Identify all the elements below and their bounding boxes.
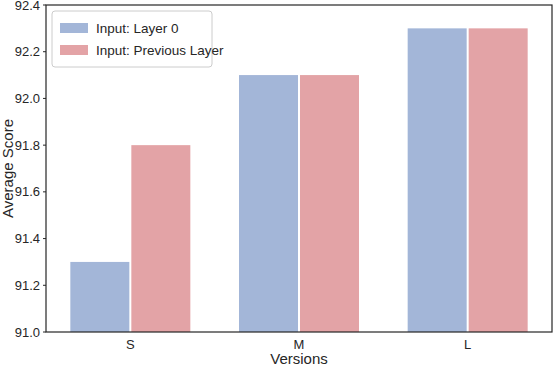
- tick-label: 92.4: [15, 0, 40, 13]
- bar: [469, 28, 528, 332]
- tick-label: 91.4: [15, 231, 40, 246]
- tick-mark: [43, 5, 46, 6]
- tick-label: L: [464, 337, 471, 352]
- bars: [70, 28, 527, 332]
- tick-label: 91.2: [15, 278, 40, 293]
- bar: [131, 145, 190, 332]
- tick-label: 91.8: [15, 138, 40, 153]
- tick-label: S: [126, 337, 135, 352]
- chart: 91.091.291.491.691.892.092.292.4SMLVersi…: [0, 0, 560, 370]
- legend-swatch: [60, 45, 88, 55]
- bar: [408, 28, 467, 332]
- legend-label: Input: Previous Layer: [96, 43, 224, 58]
- legend: [52, 11, 212, 67]
- tick-mark: [43, 191, 46, 192]
- tick-mark: [43, 332, 46, 333]
- legend-swatch: [60, 23, 88, 33]
- tick-label: 92.0: [15, 91, 40, 106]
- axis-label: Average Score: [0, 119, 16, 218]
- tick-label: 92.2: [15, 44, 40, 59]
- axis-label: Versions: [270, 350, 328, 367]
- tick-mark: [43, 98, 46, 99]
- tick-label: 91.0: [15, 325, 40, 340]
- bar: [239, 75, 298, 332]
- bar: [70, 262, 129, 332]
- tick-label: 91.6: [15, 184, 40, 199]
- tick-mark: [43, 51, 46, 52]
- tick-mark: [43, 238, 46, 239]
- plot-frame: [46, 5, 552, 332]
- legend-label: Input: Layer 0: [96, 21, 179, 36]
- tick-mark: [43, 145, 46, 146]
- bar: [300, 75, 359, 332]
- tick-mark: [43, 285, 46, 286]
